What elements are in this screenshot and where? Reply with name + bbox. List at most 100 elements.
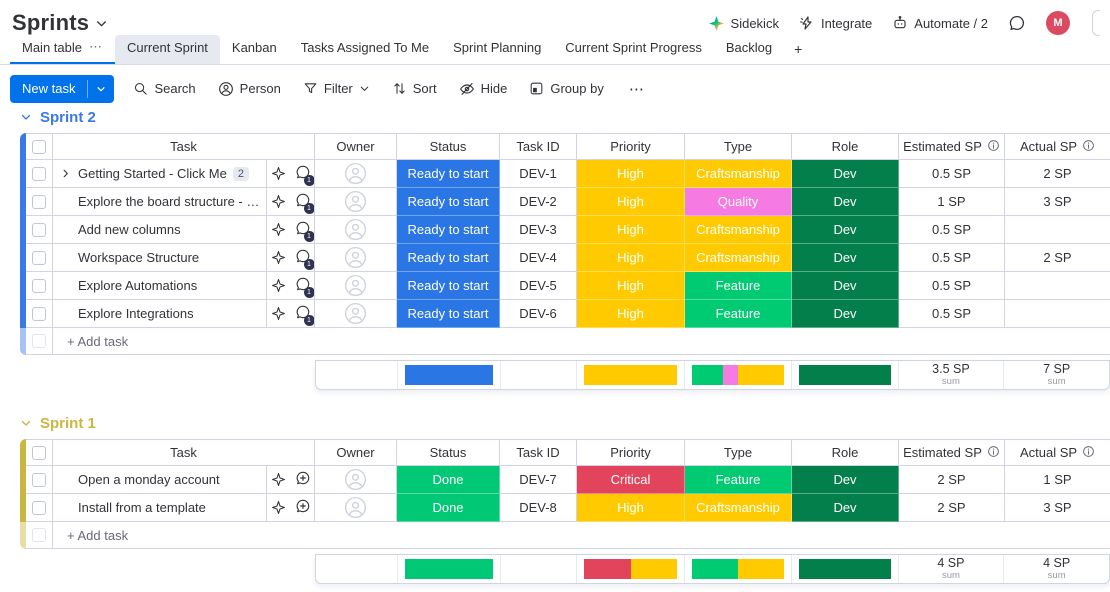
type-cell[interactable]: Craftsmanship <box>685 244 792 272</box>
task-name-cell[interactable]: Workspace Structure <box>53 244 267 272</box>
row-checkbox[interactable] <box>32 306 46 321</box>
column-header-estimated-sp[interactable]: Estimated SP <box>899 439 1005 466</box>
task-name[interactable]: Add new columns <box>78 222 181 237</box>
task-id-cell[interactable]: DEV-5 <box>500 272 577 300</box>
expand-subitems-icon[interactable] <box>58 168 72 179</box>
info-icon[interactable] <box>1082 139 1095 155</box>
column-header-priority[interactable]: Priority <box>577 133 685 160</box>
ai-sparkle-icon[interactable] <box>271 250 286 265</box>
info-icon[interactable] <box>987 139 1000 155</box>
role-cell[interactable]: Dev <box>792 494 899 522</box>
ai-sparkle-icon[interactable] <box>271 472 286 487</box>
updates-bubble-icon[interactable]: 1 <box>295 164 314 186</box>
actual-sp-cell[interactable]: 3 SP <box>1005 494 1110 522</box>
owner-cell[interactable] <box>315 494 397 522</box>
role-cell[interactable]: Dev <box>792 466 899 494</box>
role-cell[interactable]: Dev <box>792 272 899 300</box>
estimated-sp-cell[interactable]: 0.5 SP <box>899 216 1005 244</box>
chat-button[interactable] <box>1008 14 1026 32</box>
task-name-cell[interactable]: Explore Automations <box>53 272 267 300</box>
owner-cell[interactable] <box>315 466 397 494</box>
role-cell[interactable]: Dev <box>792 160 899 188</box>
actual-sp-cell[interactable]: 3 SP <box>1005 188 1110 216</box>
priority-cell[interactable]: High <box>577 300 685 328</box>
add-task-row[interactable]: + Add task <box>26 522 1110 549</box>
task-name-cell[interactable]: Open a monday account <box>53 466 267 494</box>
group-name[interactable]: Sprint 1 <box>40 414 96 432</box>
person-button[interactable]: Person <box>209 75 290 103</box>
column-header-priority[interactable]: Priority <box>577 439 685 466</box>
task-name[interactable]: Explore Automations <box>78 278 198 293</box>
actual-sp-cell[interactable] <box>1005 216 1110 244</box>
actual-sp-cell[interactable]: 2 SP <box>1005 244 1110 272</box>
task-name[interactable]: Install from a template <box>78 500 206 515</box>
column-header-type[interactable]: Type <box>685 133 792 160</box>
info-icon[interactable] <box>987 445 1000 461</box>
type-cell[interactable]: Craftsmanship <box>685 494 792 522</box>
ai-sparkle-icon[interactable] <box>271 222 286 237</box>
row-checkbox[interactable] <box>32 472 46 487</box>
updates-bubble-icon[interactable]: 1 <box>295 220 314 242</box>
add-view-button[interactable]: + <box>794 41 803 57</box>
task-id-cell[interactable]: DEV-2 <box>500 188 577 216</box>
info-icon[interactable] <box>1082 445 1095 461</box>
updates-bubble-icon[interactable]: 1 <box>295 248 314 270</box>
actual-sp-cell[interactable]: 2 SP <box>1005 160 1110 188</box>
estimated-sp-cell[interactable]: 0.5 SP <box>899 160 1005 188</box>
group-title[interactable]: Sprint 2 <box>20 103 1110 131</box>
add-task-label[interactable]: + Add task <box>67 333 129 349</box>
status-cell[interactable]: Ready to start <box>397 216 500 244</box>
task-id-cell[interactable]: DEV-7 <box>500 466 577 494</box>
status-cell[interactable]: Ready to start <box>397 160 500 188</box>
type-cell[interactable]: Quality <box>685 188 792 216</box>
column-header-role[interactable]: Role <box>792 439 899 466</box>
select-all-checkbox[interactable] <box>32 139 46 154</box>
ai-sparkle-icon[interactable] <box>271 166 286 181</box>
task-id-cell[interactable]: DEV-8 <box>500 494 577 522</box>
column-header-task[interactable]: Task <box>53 133 315 160</box>
updates-bubble-icon[interactable]: 1 <box>295 304 314 326</box>
role-cell[interactable]: Dev <box>792 188 899 216</box>
task-name-cell[interactable]: Explore Integrations <box>53 300 267 328</box>
task-name[interactable]: Workspace Structure <box>78 250 200 265</box>
column-header-estimated-sp[interactable]: Estimated SP <box>899 133 1005 160</box>
user-avatar[interactable]: M <box>1046 11 1070 35</box>
row-checkbox[interactable] <box>32 194 46 209</box>
sidekick-button[interactable]: Sidekick <box>708 15 779 32</box>
new-task-chevron-down-icon[interactable] <box>88 75 114 103</box>
ai-sparkle-icon[interactable] <box>271 500 286 515</box>
tab-main-table[interactable]: Main table ⋯ <box>10 34 115 64</box>
type-cell[interactable]: Feature <box>685 300 792 328</box>
add-update-bubble-icon[interactable] <box>295 470 311 489</box>
add-task-label[interactable]: + Add task <box>67 527 129 543</box>
updates-bubble-icon[interactable]: 1 <box>295 276 314 298</box>
select-all-checkbox[interactable] <box>32 445 46 460</box>
task-id-cell[interactable]: DEV-1 <box>500 160 577 188</box>
estimated-sp-cell[interactable]: 0.5 SP <box>899 300 1005 328</box>
tab-backlog[interactable]: Backlog <box>714 35 784 64</box>
column-header-role[interactable]: Role <box>792 133 899 160</box>
actual-sp-cell[interactable] <box>1005 272 1110 300</box>
column-header-status[interactable]: Status <box>397 133 500 160</box>
status-cell[interactable]: Done <box>397 466 500 494</box>
task-name[interactable]: Getting Started - Click Me <box>78 166 227 181</box>
estimated-sp-cell[interactable]: 0.5 SP <box>899 272 1005 300</box>
owner-cell[interactable] <box>315 272 397 300</box>
task-name-cell[interactable]: Install from a template <box>53 494 267 522</box>
role-cell[interactable]: Dev <box>792 244 899 272</box>
group-by-button[interactable]: Group by <box>520 75 612 103</box>
ai-sparkle-icon[interactable] <box>271 194 286 209</box>
estimated-sp-cell[interactable]: 2 SP <box>899 466 1005 494</box>
column-header-task-id[interactable]: Task ID <box>500 439 577 466</box>
ai-sparkle-icon[interactable] <box>271 278 286 293</box>
role-cell[interactable]: Dev <box>792 300 899 328</box>
row-checkbox[interactable] <box>32 500 46 515</box>
group-title[interactable]: Sprint 1 <box>20 409 1110 437</box>
group-collapse-chevron-down-icon[interactable] <box>20 111 32 123</box>
tab-kanban[interactable]: Kanban <box>220 35 289 64</box>
owner-cell[interactable] <box>315 160 397 188</box>
column-header-status[interactable]: Status <box>397 439 500 466</box>
row-checkbox[interactable] <box>32 250 46 265</box>
toolbar-more-button[interactable]: ⋯ <box>628 80 645 98</box>
add-task-cell[interactable]: + Add task <box>53 328 1110 355</box>
